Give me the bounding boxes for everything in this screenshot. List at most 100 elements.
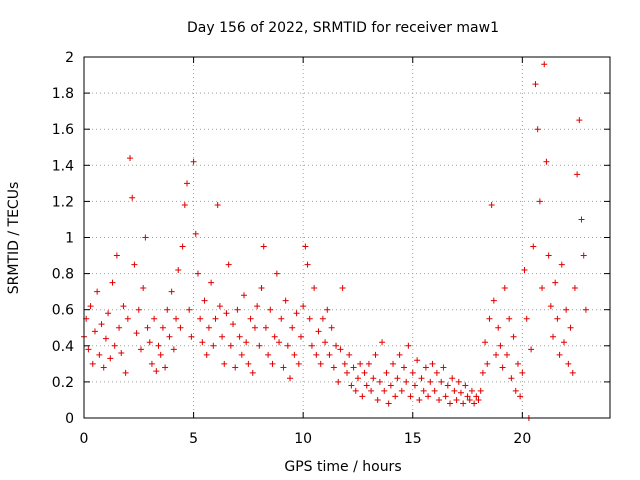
- data-point: [451, 387, 458, 394]
- data-point: [545, 252, 552, 259]
- data-point: [100, 364, 107, 371]
- data-point: [376, 378, 383, 385]
- data-point: [510, 333, 517, 340]
- data-point: [354, 375, 361, 382]
- data-point: [326, 351, 333, 358]
- data-point: [122, 369, 129, 376]
- data-point: [258, 285, 265, 292]
- data-point: [523, 315, 530, 322]
- data-point: [203, 351, 210, 358]
- data-point: [322, 339, 329, 346]
- data-point: [265, 351, 272, 358]
- data-point: [490, 297, 497, 304]
- data-point: [477, 387, 484, 394]
- data-point: [447, 400, 454, 407]
- data-point: [219, 333, 226, 340]
- data-point: [142, 234, 149, 241]
- data-point: [256, 342, 263, 349]
- data-point: [175, 266, 182, 273]
- data-point: [116, 324, 123, 331]
- data-point: [536, 198, 543, 205]
- data-point: [120, 303, 127, 310]
- data-point: [521, 266, 528, 273]
- data-point: [85, 346, 92, 353]
- x-tick-label: 5: [189, 431, 198, 447]
- data-point: [140, 285, 147, 292]
- data-point: [578, 216, 585, 223]
- data-point: [311, 285, 318, 292]
- data-point: [135, 306, 142, 313]
- plot-frame: [83, 56, 611, 419]
- data-point: [414, 357, 421, 364]
- data-point: [455, 378, 462, 385]
- data-point: [262, 324, 269, 331]
- data-point: [541, 61, 548, 68]
- data-point: [335, 378, 342, 385]
- data-point: [552, 279, 559, 286]
- data-point: [554, 315, 561, 322]
- data-point: [370, 375, 377, 382]
- data-point: [479, 369, 486, 376]
- data-point: [267, 306, 274, 313]
- data-point: [177, 324, 184, 331]
- data-point: [539, 285, 546, 292]
- data-point: [271, 333, 278, 340]
- data-point: [400, 364, 407, 371]
- data-point: [567, 324, 574, 331]
- data-point: [390, 360, 397, 367]
- data-point: [352, 387, 359, 394]
- data-point: [269, 360, 276, 367]
- data-point: [234, 306, 241, 313]
- data-point: [495, 324, 502, 331]
- data-point: [273, 270, 280, 277]
- data-point: [243, 339, 250, 346]
- data-point: [471, 400, 478, 407]
- chart-title: Day 156 of 2022, SRMTID for receiver maw…: [187, 20, 499, 36]
- data-point: [284, 342, 291, 349]
- data-point: [359, 393, 366, 400]
- data-point: [96, 351, 103, 358]
- data-point: [278, 315, 285, 322]
- data-point: [146, 339, 153, 346]
- data-point: [188, 333, 195, 340]
- data-point: [254, 303, 261, 310]
- data-point: [374, 396, 381, 403]
- data-point: [365, 360, 372, 367]
- data-point: [155, 342, 162, 349]
- data-point: [144, 324, 151, 331]
- x-tick-label: 10: [294, 431, 312, 447]
- data-point: [300, 303, 307, 310]
- data-point: [503, 351, 510, 358]
- y-tick-label: 1: [65, 231, 74, 247]
- data-point: [425, 393, 432, 400]
- data-point: [216, 303, 223, 310]
- data-point: [363, 382, 370, 389]
- data-point: [287, 375, 294, 382]
- data-point: [251, 324, 258, 331]
- y-tick-label: 0.4: [52, 339, 74, 355]
- data-point: [240, 292, 247, 299]
- data-point: [488, 202, 495, 209]
- data-point: [530, 243, 537, 250]
- data-point: [280, 364, 287, 371]
- data-point: [409, 369, 416, 376]
- y-tick-label: 2: [65, 50, 74, 66]
- data-point: [565, 360, 572, 367]
- data-point: [291, 351, 298, 358]
- data-point: [473, 393, 480, 400]
- data-point: [506, 315, 513, 322]
- data-point: [464, 393, 471, 400]
- y-tick-label: 0: [65, 411, 74, 427]
- data-point: [131, 261, 138, 268]
- data-point: [247, 315, 254, 322]
- data-point: [457, 389, 464, 396]
- data-point: [124, 315, 131, 322]
- data-point: [558, 261, 565, 268]
- data-point: [563, 306, 570, 313]
- data-point: [571, 285, 578, 292]
- data-point: [499, 364, 506, 371]
- data-point: [221, 360, 228, 367]
- x-tick-label: 0: [80, 431, 89, 447]
- data-point: [151, 315, 158, 322]
- data-point: [475, 396, 482, 403]
